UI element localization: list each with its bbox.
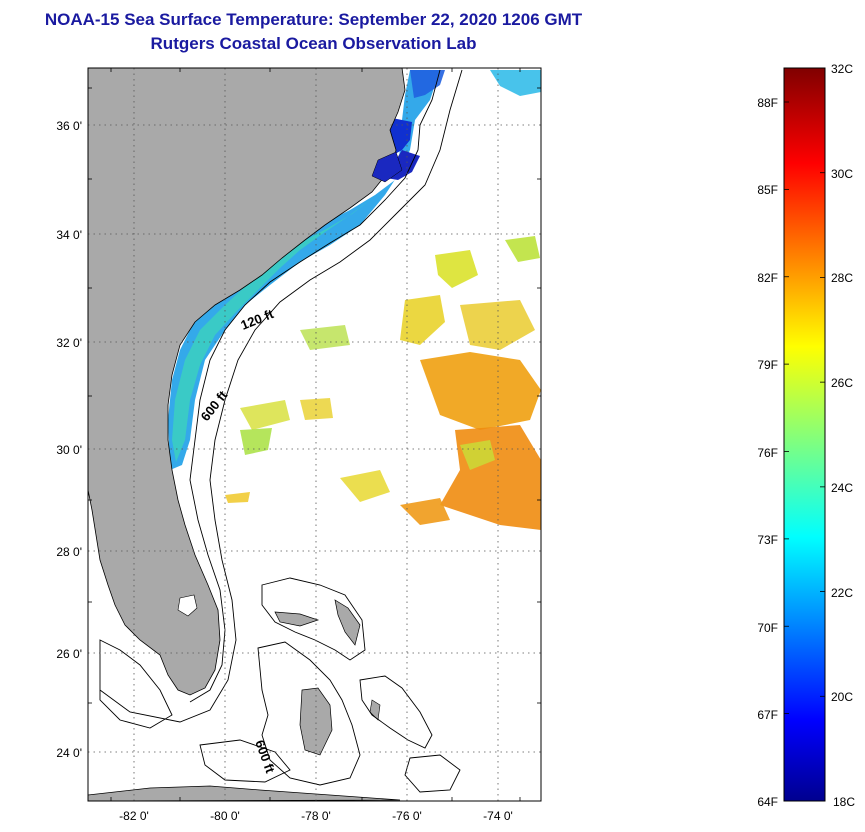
lat-tick-label: 32 0' <box>56 336 82 350</box>
colorbar-celsius-label: 18C <box>833 795 855 809</box>
sst-coastal-band <box>168 70 440 470</box>
land-southeast-us <box>88 68 406 696</box>
colorbar-fahrenheit-label: 88F <box>757 96 778 110</box>
sst-yellow-patch-2 <box>435 250 478 288</box>
colorbar-fahrenheit-label: 85F <box>757 183 778 197</box>
sst-green-patch-2 <box>300 325 350 350</box>
colorbar-ticks <box>784 67 825 802</box>
colorbar-celsius-label: 22C <box>831 586 853 600</box>
lat-tick-label: 28 0' <box>56 545 82 559</box>
isobath-contours <box>99 69 463 793</box>
colorbar-celsius-label: 24C <box>831 481 853 495</box>
sst-yellow-patch-8 <box>300 398 333 420</box>
sst-green-patch-3 <box>460 440 495 470</box>
colorbar-fahrenheit-label: 76F <box>757 446 778 460</box>
sst-yellow-patch-3 <box>400 295 445 345</box>
sst-yellow-patch-5 <box>340 470 390 502</box>
lon-tick-label: -78 0' <box>301 809 331 823</box>
lon-tick-label: -80 0' <box>210 809 240 823</box>
lon-tick-label: -76 0' <box>392 809 422 823</box>
map-title: NOAA-15 Sea Surface Temperature: Septemb… <box>44 10 583 29</box>
pamlico-sound <box>371 151 403 183</box>
frame-minor-ticks <box>88 68 541 801</box>
land-bahamas-andros <box>299 687 333 756</box>
colorbar-fahrenheit-label: 73F <box>757 533 778 547</box>
colorbar-celsius-label: 26C <box>831 376 853 390</box>
lon-tick-label: -82 0' <box>119 809 149 823</box>
lake-okeechobee <box>177 594 198 617</box>
colorbar-fahrenheit-label: 67F <box>757 708 778 722</box>
sst-yellow-patch-7 <box>225 492 250 503</box>
graticule <box>88 68 541 801</box>
colorbar-celsius-label: 32C <box>831 62 853 76</box>
lon-tick-label: -74 0' <box>483 809 513 823</box>
lat-tick-label: 24 0' <box>56 746 82 760</box>
lat-tick-label: 34 0' <box>56 228 82 242</box>
colorbar-gradient <box>783 67 826 802</box>
lat-tick-label: 26 0' <box>56 647 82 661</box>
sst-yellow-patch-4 <box>460 300 535 350</box>
land-bahamas-abaco <box>334 599 361 646</box>
colorbar-celsius-label: 28C <box>831 271 853 285</box>
colorbar-fahrenheit-label: 79F <box>757 358 778 372</box>
colorbar-fahrenheit-label: 82F <box>757 271 778 285</box>
sst-ne-patch <box>490 70 541 96</box>
sst-yellow-patch-1 <box>505 236 540 262</box>
colorbar-celsius-label: 30C <box>831 167 853 181</box>
map-subtitle: Rutgers Coastal Ocean Observation Lab <box>150 34 477 53</box>
sst-coastal-inner <box>172 196 375 462</box>
lat-tick-label: 30 0' <box>56 443 82 457</box>
sst-green-patch-1 <box>240 428 272 455</box>
colorbar-fahrenheit-label: 64F <box>757 795 778 809</box>
sst-orange-patch-3 <box>400 498 450 525</box>
land-bahamas-eleuthera <box>369 699 381 721</box>
map-frame <box>87 67 542 802</box>
sst-yellow-patch-6 <box>240 400 290 430</box>
land-bahamas-grand <box>274 611 320 627</box>
colorbar-fahrenheit-label: 70F <box>757 621 778 635</box>
colorbar-celsius-label: 20C <box>831 690 853 704</box>
sst-orange-patch-1 <box>420 352 541 430</box>
lat-tick-label: 36 0' <box>56 119 82 133</box>
sst-nearshore-blue <box>410 70 445 98</box>
